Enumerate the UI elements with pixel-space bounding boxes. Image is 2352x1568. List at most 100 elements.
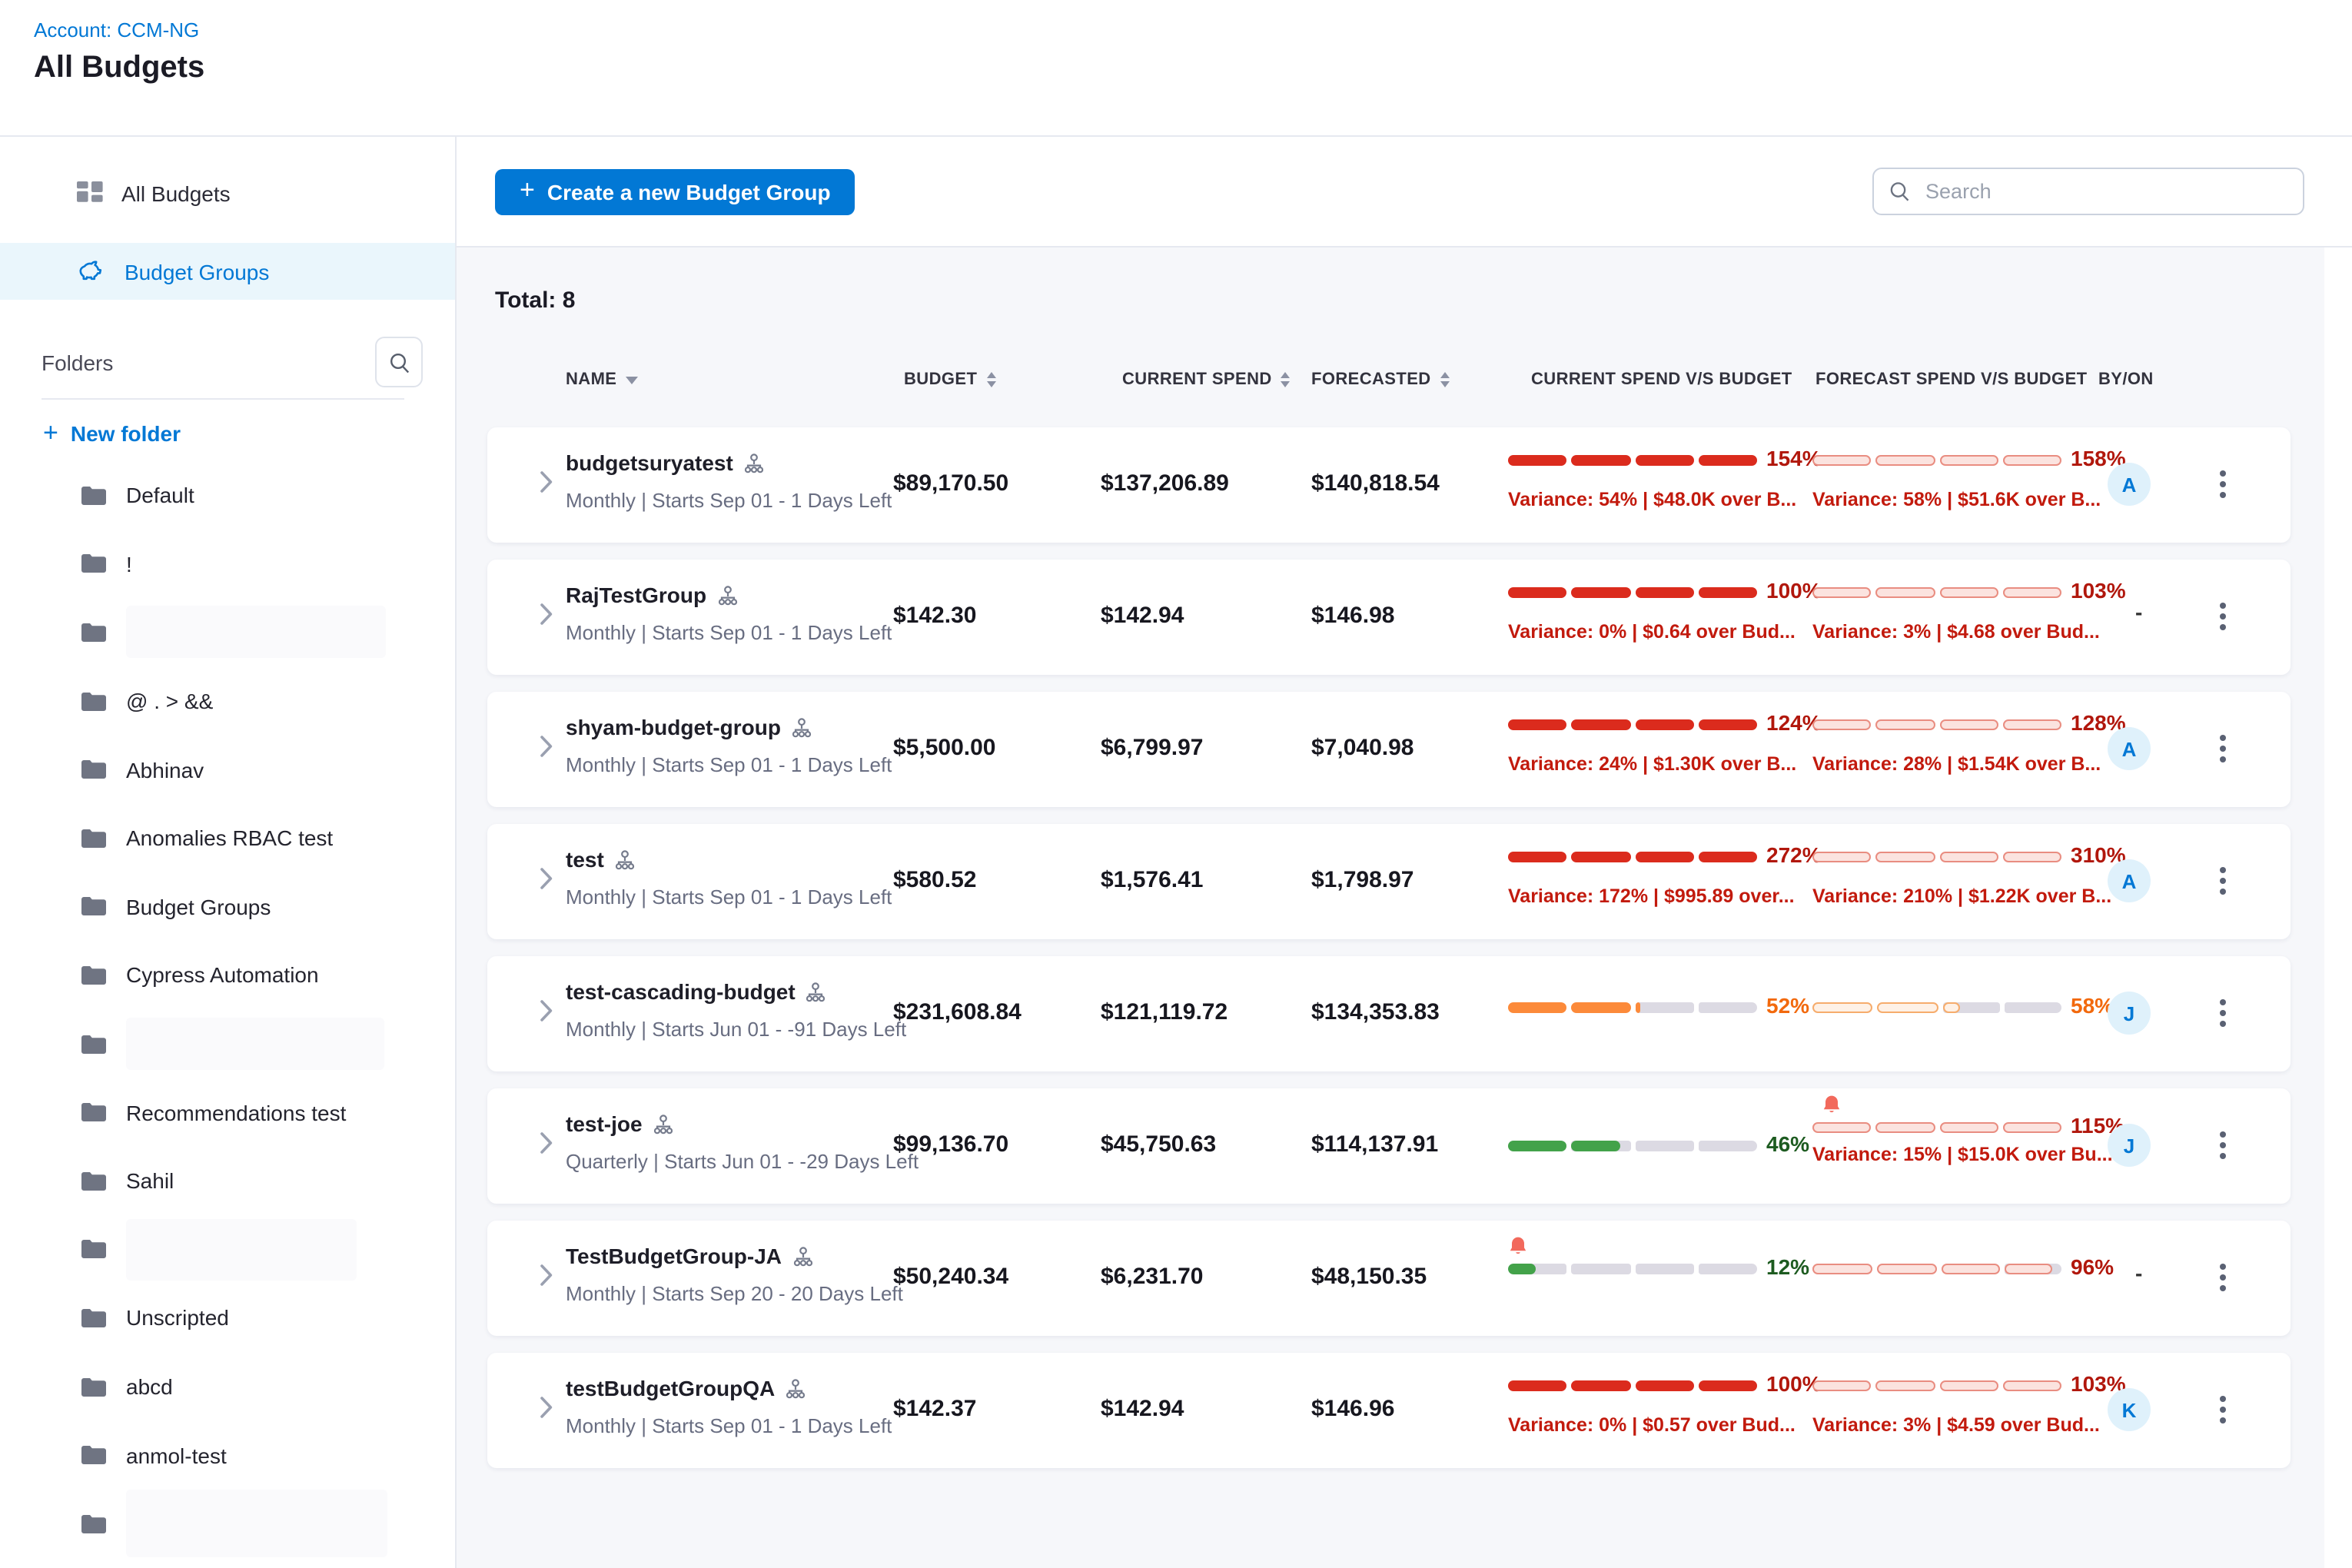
expand-chevron-icon[interactable] xyxy=(540,1264,553,1294)
expand-chevron-icon[interactable] xyxy=(540,867,553,898)
table-row[interactable]: test-cascading-budget Monthly | Starts Ju… xyxy=(487,956,2291,1071)
folder-item-redacted[interactable] xyxy=(0,1215,455,1284)
forecasted-value: $146.98 xyxy=(1311,603,1395,629)
column-header-current-spend-v-s-budget[interactable]: CURRENT SPEND V/S BUDGET xyxy=(1531,370,1792,389)
column-header-by-on[interactable]: BY/ON xyxy=(2098,370,2154,389)
folder-item-unscripted[interactable]: Unscripted xyxy=(0,1284,455,1352)
folder-label: Default xyxy=(126,483,194,508)
current-spend-value: $142.94 xyxy=(1101,1396,1184,1422)
bar-segment xyxy=(1939,852,1998,862)
row-menu-kebab-icon[interactable] xyxy=(2209,1125,2237,1165)
bar-segment xyxy=(2005,1264,2061,1274)
budget-group-name[interactable]: TestBudgetGroup-JA xyxy=(566,1244,812,1268)
folder-item-budget-groups[interactable]: Budget Groups xyxy=(0,872,455,941)
bar-segment xyxy=(2002,1122,2061,1133)
by-on-avatar: A xyxy=(2108,859,2151,902)
expand-chevron-icon[interactable] xyxy=(540,999,553,1030)
grid-icon xyxy=(77,181,103,201)
budget-group-hierarchy-icon xyxy=(615,849,634,869)
column-header-budget[interactable]: BUDGET xyxy=(904,370,996,389)
folder-item-redacted[interactable] xyxy=(0,1490,455,1558)
bar-segment xyxy=(1875,455,1935,466)
folder-icon xyxy=(81,554,106,573)
folder-item-abcd[interactable]: abcd xyxy=(0,1352,455,1420)
folder-item-abhinav[interactable]: Abhinav xyxy=(0,736,455,804)
bar-segment xyxy=(1939,1122,1998,1133)
sort-toggle-icon[interactable] xyxy=(1440,372,1450,387)
current-spend-vs-budget-percent: 46% xyxy=(1766,1131,1810,1156)
row-menu-kebab-icon[interactable] xyxy=(2209,1390,2237,1430)
folders-divider xyxy=(42,398,404,400)
folder-item-redacted[interactable] xyxy=(0,1558,455,1568)
account-breadcrumb-link[interactable]: Account: CCM-NG xyxy=(34,18,200,42)
bar-segment xyxy=(1812,719,1872,730)
forecast-variance-text: Variance: 15% | $15.0K over Bu... xyxy=(1812,1144,2113,1165)
budget-group-name[interactable]: test-joe xyxy=(566,1111,673,1136)
table-row[interactable]: test Monthly | Starts Sep 01 - 1 Days Lef… xyxy=(487,824,2291,939)
bar-segment xyxy=(1698,1002,1757,1013)
row-menu-kebab-icon[interactable] xyxy=(2209,596,2237,636)
expand-chevron-icon[interactable] xyxy=(540,735,553,766)
sort-desc-icon[interactable] xyxy=(626,376,639,384)
bar-segment xyxy=(1698,1380,1757,1391)
row-menu-kebab-icon[interactable] xyxy=(2209,1257,2237,1297)
row-menu-kebab-icon[interactable] xyxy=(2209,464,2237,504)
budget-group-name[interactable]: shyam-budget-group xyxy=(566,715,812,739)
budget-group-name[interactable]: RajTestGroup xyxy=(566,583,737,607)
current-spend-vs-budget-percent: 100% xyxy=(1766,1371,1822,1396)
table-row[interactable]: testBudgetGroupQA Monthly | Starts Sep 01… xyxy=(487,1353,2291,1468)
folder-icon xyxy=(81,1035,106,1054)
column-header-current-spend[interactable]: CURRENT SPEND xyxy=(1122,370,1291,389)
forecast-spend-vs-budget-bar xyxy=(1812,587,2061,598)
table-row[interactable]: test-joe Quarterly | Starts Jun 01 - -29 … xyxy=(487,1088,2291,1204)
budget-group-name[interactable]: test-cascading-budget xyxy=(566,979,826,1004)
column-header-name[interactable]: NAME xyxy=(566,370,639,389)
column-header-forecast-spend-v-s-budget[interactable]: FORECAST SPEND V/S BUDGET xyxy=(1815,370,2088,389)
table-row[interactable]: RajTestGroup Monthly | Starts Sep 01 - 1 … xyxy=(487,560,2291,675)
sidebar-item-budget-groups[interactable]: Budget Groups xyxy=(0,243,455,300)
budget-group-name[interactable]: test xyxy=(566,847,635,872)
row-menu-kebab-icon[interactable] xyxy=(2209,729,2237,769)
budget-group-name[interactable]: testBudgetGroupQA xyxy=(566,1376,806,1400)
folder-item-anmol-test[interactable]: anmol-test xyxy=(0,1421,455,1490)
sort-toggle-icon[interactable] xyxy=(1281,372,1291,387)
expand-chevron-icon[interactable] xyxy=(540,603,553,633)
scrollbar-gutter[interactable] xyxy=(2324,247,2352,1568)
by-on-avatar: J xyxy=(2108,992,2151,1035)
expand-chevron-icon[interactable] xyxy=(540,470,553,501)
folder-item-anomalies-rbac-test[interactable]: Anomalies RBAC test xyxy=(0,804,455,872)
folder-item-sahil[interactable]: Sahil xyxy=(0,1147,455,1215)
budget-group-hierarchy-icon xyxy=(806,982,826,1002)
expand-chevron-icon[interactable] xyxy=(540,1396,553,1427)
new-folder-button[interactable]: + New folder xyxy=(43,418,455,449)
folder-item-default[interactable]: Default xyxy=(0,461,455,530)
row-menu-kebab-icon[interactable] xyxy=(2209,861,2237,901)
row-menu-kebab-icon[interactable] xyxy=(2209,993,2237,1033)
budget-value: $99,136.70 xyxy=(893,1131,1009,1158)
budget-group-name-label: testBudgetGroupQA xyxy=(566,1376,776,1400)
current-variance-text: Variance: 172% | $995.89 over... xyxy=(1508,885,1795,907)
table-row[interactable]: shyam-budget-group Monthly | Starts Sep 0… xyxy=(487,692,2291,807)
budget-period-text: Monthly | Starts Jun 01 - -91 Days Left xyxy=(566,1018,907,1041)
sort-toggle-icon[interactable] xyxy=(986,372,996,387)
folder-item--[interactable]: @ . > && xyxy=(0,667,455,736)
column-header-forecasted[interactable]: FORECASTED xyxy=(1311,370,1450,389)
folder-item-redacted[interactable] xyxy=(0,1010,455,1078)
expand-chevron-icon[interactable] xyxy=(540,1131,553,1162)
table-row[interactable]: TestBudgetGroup-JA Monthly | Starts Sep 2… xyxy=(487,1221,2291,1336)
budget-value: $142.30 xyxy=(893,603,977,629)
folder-item-redacted[interactable] xyxy=(0,598,455,666)
budget-period-text: Monthly | Starts Sep 01 - 1 Days Left xyxy=(566,753,892,776)
folder-item-recommendations-test[interactable]: Recommendations test xyxy=(0,1078,455,1147)
sidebar-item-all-budgets[interactable]: All Budgets xyxy=(0,164,455,223)
budget-group-name[interactable]: budgetsuryatest xyxy=(566,450,764,475)
search-input[interactable] xyxy=(1922,178,2287,204)
by-on-avatar: J xyxy=(2108,1124,2151,1167)
table-row[interactable]: budgetsuryatest Monthly | Starts Sep 01 -… xyxy=(487,427,2291,543)
folder-search-button[interactable] xyxy=(375,337,423,387)
bar-segment xyxy=(1698,455,1757,466)
folder-item-cypress-automation[interactable]: Cypress Automation xyxy=(0,941,455,1009)
create-budget-group-button[interactable]: + Create a new Budget Group xyxy=(495,169,855,215)
search-icon xyxy=(1890,182,1909,201)
folder-item--[interactable]: ! xyxy=(0,530,455,598)
